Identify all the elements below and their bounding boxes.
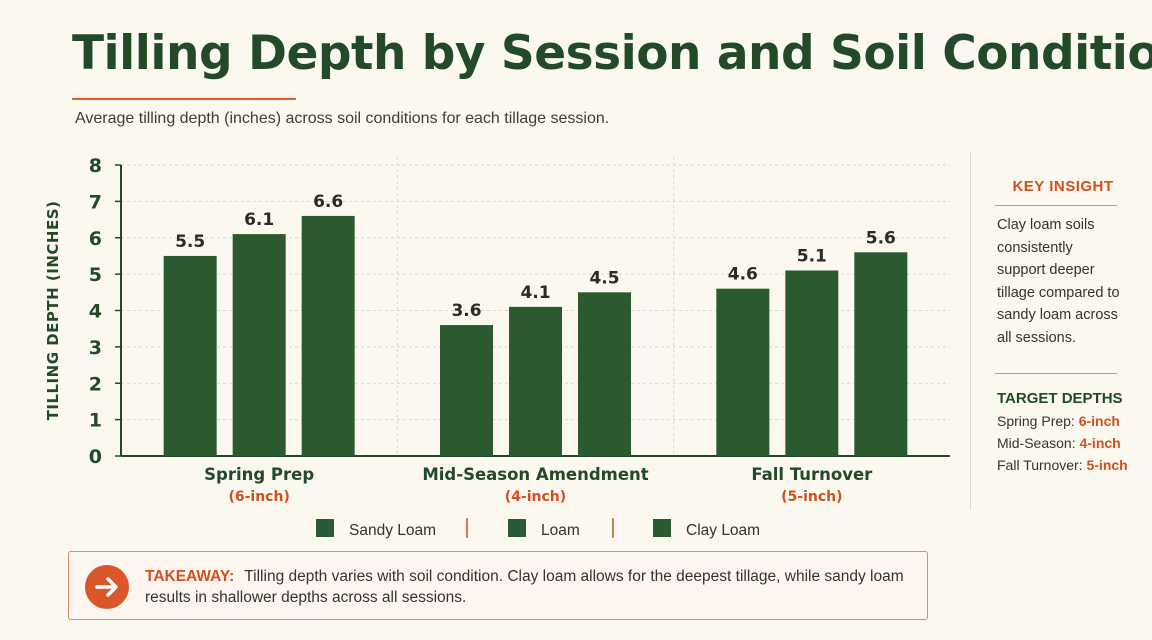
x-category-sublabel: (4-inch) bbox=[505, 489, 566, 505]
y-tick-label: 8 bbox=[89, 155, 102, 177]
x-category-sublabel: (6-inch) bbox=[228, 489, 289, 505]
target-depths-title: TARGET DEPTHS bbox=[997, 390, 1123, 407]
target-value: 5-inch bbox=[1086, 457, 1128, 473]
y-tick-label: 4 bbox=[89, 301, 102, 323]
legend-label: Sandy Loam bbox=[349, 522, 436, 539]
key-insight-title: KEY INSIGHT bbox=[1012, 178, 1114, 195]
data-label: 4.6 bbox=[728, 265, 758, 285]
key-insight-text: Clay loam soils consistently support dee… bbox=[997, 217, 1120, 346]
bar bbox=[163, 255, 217, 456]
data-label: 4.1 bbox=[520, 283, 550, 303]
x-category-label: Spring Prep bbox=[204, 465, 314, 484]
x-category-label: Fall Turnover bbox=[751, 465, 873, 484]
target-label: Spring Prep: bbox=[997, 413, 1075, 429]
sidebar-divider bbox=[970, 152, 971, 510]
x-category-sublabel: (5-inch) bbox=[781, 489, 842, 505]
page-title: Tilling Depth by Session and Soil Condit… bbox=[72, 26, 1152, 81]
arrow-right-icon bbox=[85, 565, 129, 609]
data-label: 4.5 bbox=[589, 268, 619, 288]
target-depths-rule bbox=[995, 373, 1117, 374]
legend-label: Clay Loam bbox=[686, 522, 760, 539]
data-label: 5.1 bbox=[797, 246, 827, 266]
bar bbox=[785, 270, 839, 456]
bar bbox=[854, 252, 908, 456]
y-axis-label: TILLING DEPTH (INCHES) bbox=[44, 201, 62, 421]
target-row-midseason: Mid-Season: 4-inch bbox=[997, 435, 1143, 451]
key-insight-rule bbox=[995, 205, 1117, 206]
bar bbox=[232, 234, 286, 456]
bar bbox=[509, 306, 562, 456]
target-value: 4-inch bbox=[1079, 435, 1121, 451]
takeaway-label: TAKEAWAY: bbox=[145, 568, 235, 585]
title-underline bbox=[72, 98, 296, 100]
y-tick-label: 7 bbox=[89, 191, 102, 213]
legend-label: Loam bbox=[541, 522, 580, 539]
y-tick-label: 5 bbox=[89, 264, 102, 286]
takeaway-text-block: TAKEAWAY: Tilling depth varies with soil … bbox=[145, 566, 915, 608]
bar bbox=[716, 288, 770, 456]
data-label: 5.6 bbox=[866, 228, 896, 248]
bar bbox=[578, 292, 631, 456]
y-tick-label: 3 bbox=[89, 337, 102, 359]
bar bbox=[301, 215, 355, 456]
data-label: 6.1 bbox=[244, 210, 274, 230]
bar bbox=[440, 325, 493, 456]
data-label: 3.6 bbox=[451, 301, 481, 321]
data-label: 5.5 bbox=[175, 232, 205, 252]
takeaway-box: TAKEAWAY: Tilling depth varies with soil … bbox=[68, 551, 928, 620]
x-category-label: Mid-Season Amendment bbox=[422, 465, 648, 484]
y-tick-label: 6 bbox=[89, 228, 102, 250]
legend-swatch bbox=[508, 519, 526, 537]
y-tick-label: 2 bbox=[89, 373, 102, 395]
page-subtitle: Average tilling depth (inches) across so… bbox=[75, 110, 610, 127]
target-label: Fall Turnover: bbox=[997, 457, 1083, 473]
bar-chart: 0 1 2 3 4 5 6 7 8 TILLING DEPTH (INCHES) 5.5 6.1 6.6… bbox=[44, 155, 950, 539]
target-row-fall: Fall Turnover: 5-inch bbox=[997, 457, 1143, 473]
target-label: Mid-Season: bbox=[997, 435, 1076, 451]
takeaway-text: Tilling depth varies with soil condition… bbox=[145, 568, 904, 606]
legend-swatch bbox=[653, 519, 671, 537]
legend-swatch bbox=[316, 519, 334, 537]
insight-sidebar: KEY INSIGHT Clay loam soils consistently… bbox=[983, 150, 1143, 473]
data-label: 6.6 bbox=[313, 192, 343, 212]
target-row-spring: Spring Prep: 6-inch bbox=[997, 413, 1143, 429]
target-value: 6-inch bbox=[1078, 413, 1120, 429]
y-tick-label: 0 bbox=[89, 446, 102, 468]
y-tick-label: 1 bbox=[89, 410, 102, 432]
